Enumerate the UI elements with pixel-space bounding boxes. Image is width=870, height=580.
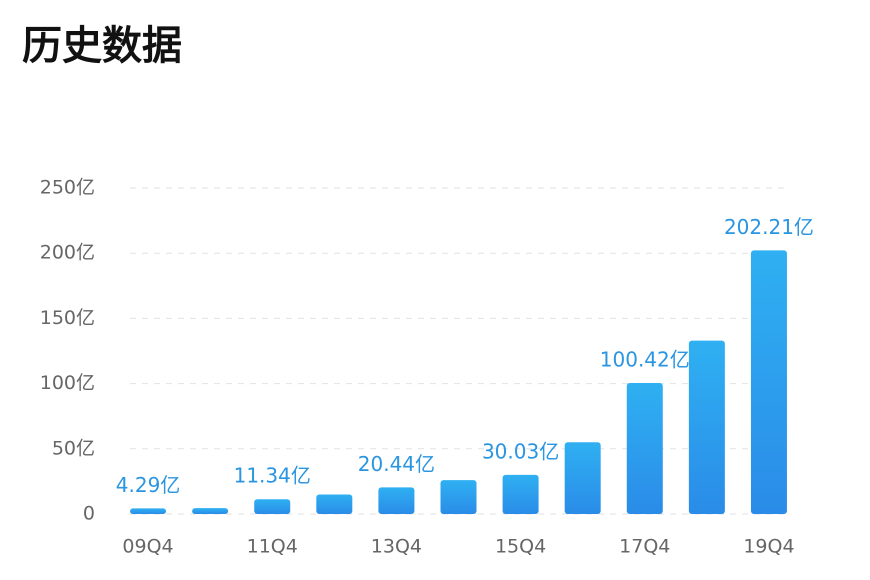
bar	[192, 508, 229, 514]
x-tick-label: 11Q4	[247, 536, 298, 558]
value-label: 4.29亿	[116, 473, 181, 497]
value-label: 202.21亿	[724, 215, 814, 239]
y-tick-label: 0	[83, 503, 95, 525]
value-label: 11.34亿	[234, 464, 311, 488]
value-label: 20.44亿	[358, 452, 435, 476]
value-label: 30.03亿	[482, 439, 559, 463]
y-tick-label: 250亿	[40, 177, 95, 199]
x-tick-label: 13Q4	[371, 536, 422, 558]
bar	[688, 340, 725, 514]
bar	[316, 494, 353, 514]
x-tick-label: 17Q4	[619, 536, 670, 558]
bar	[254, 499, 291, 514]
bar	[378, 487, 415, 514]
y-tick-label: 150亿	[40, 307, 95, 329]
x-tick-label: 09Q4	[122, 536, 173, 558]
value-label: 100.42亿	[600, 348, 690, 372]
bar	[750, 250, 787, 514]
y-tick-label: 200亿	[40, 242, 95, 264]
bar	[440, 480, 477, 514]
chart-title: 历史数据	[22, 23, 182, 69]
y-tick-label: 100亿	[40, 372, 95, 394]
bar	[626, 383, 663, 514]
bar	[130, 508, 167, 514]
x-tick-label: 19Q4	[743, 536, 794, 558]
y-tick-label: 50亿	[52, 437, 95, 459]
bar	[502, 474, 539, 514]
x-tick-label: 15Q4	[495, 536, 546, 558]
bar	[564, 442, 601, 514]
